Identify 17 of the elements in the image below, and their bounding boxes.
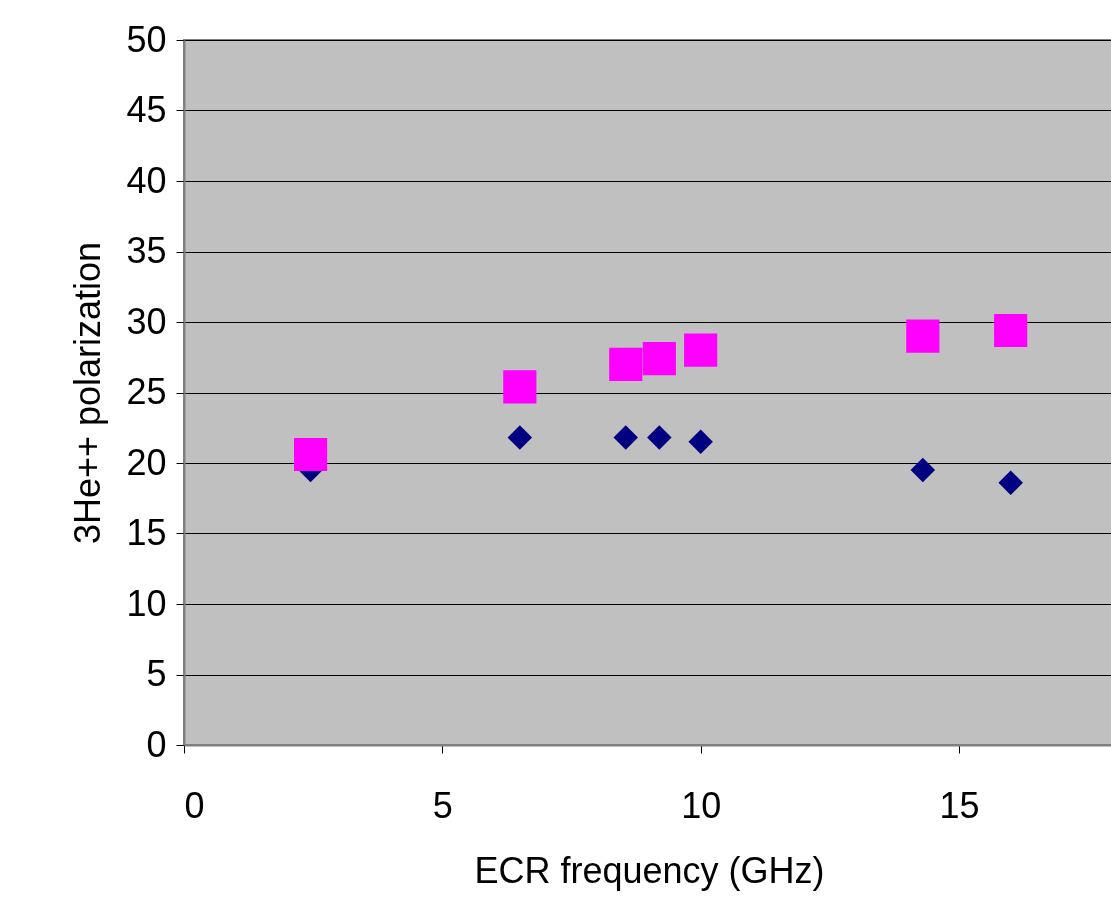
y-tick-label: 50 <box>126 18 167 60</box>
y-tick-label: 20 <box>126 441 167 483</box>
y-tick-label: 40 <box>126 159 167 201</box>
y-tick-label: 15 <box>126 512 167 553</box>
y-tick-label: 10 <box>126 582 167 624</box>
x-tick-label: 15 <box>939 784 980 826</box>
y-tick-label: 0 <box>146 723 167 765</box>
y-tick-label: 5 <box>146 653 167 694</box>
x-tick-label: 0 <box>184 784 205 826</box>
y-tick-label: 30 <box>126 300 167 342</box>
y-axis-title: 3He++ polarization <box>67 241 109 545</box>
x-axis-title: ECR frequency (GHz) <box>474 849 825 891</box>
y-tick-label: 35 <box>126 230 167 271</box>
y-tick-label: 45 <box>126 89 167 130</box>
x-tick-label: 10 <box>681 784 722 826</box>
y-tick-label: 25 <box>126 371 167 412</box>
x-tick-label: 5 <box>432 784 453 826</box>
